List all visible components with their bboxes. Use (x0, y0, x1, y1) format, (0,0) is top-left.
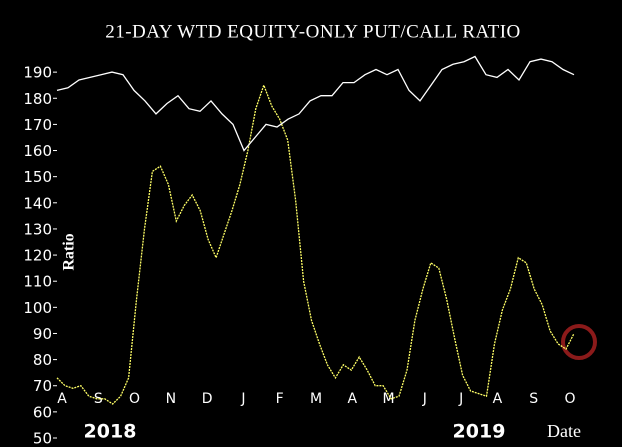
x-tick-label: J (458, 391, 463, 407)
x-tick-label: M (310, 391, 322, 407)
y-tick-label: 190 (23, 64, 52, 82)
x-tick-label: S (94, 391, 103, 407)
x-tick-label: J (240, 391, 245, 407)
x-tick-label: A (347, 391, 357, 407)
y-tick-label: 60 (33, 403, 52, 421)
x-tick-label: O (129, 391, 140, 407)
year-label: 2019 (453, 421, 506, 443)
y-tick-label: 120 (23, 247, 52, 265)
y-tick-label: 130 (23, 220, 52, 238)
highlight-circle (561, 324, 597, 360)
x-tick-label: S (529, 391, 538, 407)
y-tick-label: 160 (23, 142, 52, 160)
y-tick-label: 70 (33, 377, 52, 395)
x-tick-label: N (166, 391, 176, 407)
x-tick-label: D (202, 391, 213, 407)
data-line (56, 83, 575, 405)
x-tick-label: O (564, 391, 575, 407)
y-tick-label: 170 (23, 116, 52, 134)
y-tick-label: 100 (23, 299, 52, 317)
y-tick-label: 50 (33, 430, 52, 447)
x-tick-label: A (493, 391, 503, 407)
y-tick-label: 80 (33, 351, 52, 369)
x-tick-label: A (57, 391, 67, 407)
y-tick-label: 110 (23, 273, 52, 291)
x-tick-label: J (422, 391, 427, 407)
y-tick-label: 140 (23, 194, 52, 212)
y-tick-label: 150 (23, 168, 52, 186)
x-tick-label: M (383, 391, 395, 407)
chart-title: 21-DAY WTD EQUITY-ONLY PUT/CALL RATIO (105, 21, 521, 42)
x-tick-label: F (276, 391, 284, 407)
y-axis-label: Ratio (61, 233, 78, 270)
data-line (56, 55, 575, 152)
y-tick-label: 180 (23, 90, 52, 108)
x-axis-label: Date (547, 421, 581, 441)
year-label: 2018 (84, 421, 137, 443)
y-tick-label: 90 (33, 325, 52, 343)
